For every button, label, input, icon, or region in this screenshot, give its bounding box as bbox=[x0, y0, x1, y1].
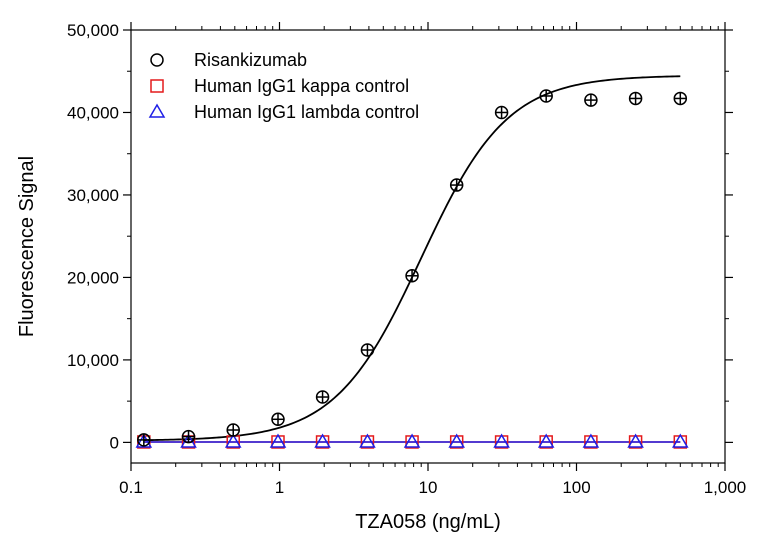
data-point-circle bbox=[271, 412, 285, 427]
data-point-triangle bbox=[671, 433, 689, 448]
data-point-triangle bbox=[135, 433, 153, 448]
data-point-triangle bbox=[582, 433, 600, 448]
legend-label: Human IgG1 lambda control bbox=[194, 102, 419, 122]
data-point-circle bbox=[628, 91, 643, 106]
x-axis-title: TZA058 (ng/mL) bbox=[355, 511, 501, 533]
legend-item: Risankizumab bbox=[150, 50, 307, 70]
data-point-triangle bbox=[448, 433, 465, 448]
data-point-triangle bbox=[224, 433, 242, 448]
legend-marker-triangle bbox=[148, 103, 166, 118]
data-point-triangle bbox=[314, 433, 331, 448]
y-tick-label: 0 bbox=[110, 433, 119, 452]
legend-label: Human IgG1 kappa control bbox=[194, 76, 409, 96]
legend: Risankizumab Human IgG1 kappa control Huma… bbox=[148, 50, 419, 122]
legend-marker-circle bbox=[150, 53, 164, 67]
data-point-circle bbox=[584, 93, 598, 107]
y-tick-label: 50,000 bbox=[67, 21, 119, 40]
legend-item: Human IgG1 lambda control bbox=[148, 102, 419, 122]
data-point-circle bbox=[360, 343, 375, 357]
x-tick-label: 0.1 bbox=[119, 478, 143, 497]
legend-label: Risankizumab bbox=[194, 50, 307, 70]
data-point-circle bbox=[449, 178, 464, 192]
plot-layer bbox=[135, 75, 689, 449]
data-point-triangle bbox=[269, 433, 287, 448]
data-point-circle bbox=[226, 423, 240, 437]
data-point-triangle bbox=[627, 433, 644, 448]
x-tick-label: 1 bbox=[275, 478, 284, 497]
y-axis-title: Fluorescence Signal bbox=[16, 156, 38, 337]
fit-curve bbox=[143, 75, 681, 442]
y-tick-label: 30,000 bbox=[67, 186, 119, 205]
data-point-triangle bbox=[493, 433, 510, 448]
legend-item: Human IgG1 kappa control bbox=[150, 76, 409, 96]
data-point-circle bbox=[494, 105, 509, 120]
data-point-triangle bbox=[403, 433, 421, 448]
data-point-circle bbox=[673, 91, 688, 106]
data-point-circle bbox=[405, 269, 419, 283]
y-tick-label: 40,000 bbox=[67, 103, 119, 122]
data-point-triangle bbox=[359, 433, 376, 448]
x-tick-label: 100 bbox=[562, 478, 590, 497]
data-point-triangle bbox=[537, 433, 555, 448]
data-point-circle bbox=[181, 429, 196, 444]
data-point-circle bbox=[539, 89, 553, 103]
legend-marker-square bbox=[150, 79, 164, 93]
y-tick-label: 20,000 bbox=[67, 268, 119, 287]
axes-layer: 0 10,000 20,000 30,000 40,000 50,000 0.1 1 10 100… bbox=[67, 21, 746, 497]
x-tick-label: 10 bbox=[419, 478, 438, 497]
data-point-circle bbox=[137, 433, 151, 447]
x-tick-label: 1,000 bbox=[704, 478, 747, 497]
data-point-circle bbox=[315, 390, 330, 404]
y-tick-label: 10,000 bbox=[67, 351, 119, 370]
